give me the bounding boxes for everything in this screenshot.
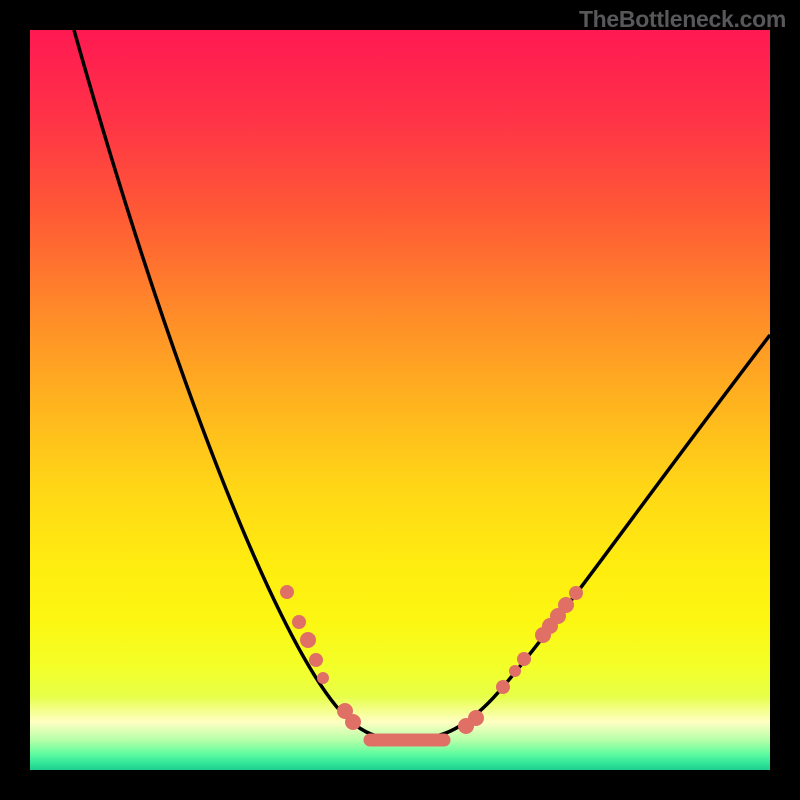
chart-container: TheBottleneck.com (0, 0, 800, 800)
data-marker (300, 632, 316, 648)
data-marker (345, 714, 361, 730)
data-marker (496, 680, 510, 694)
data-marker (280, 585, 294, 599)
data-marker (468, 710, 484, 726)
plot-background (30, 30, 770, 770)
bottleneck-chart (0, 0, 800, 800)
data-marker (569, 586, 583, 600)
data-marker (292, 615, 306, 629)
data-marker (558, 597, 574, 613)
watermark-text: TheBottleneck.com (579, 6, 786, 33)
data-marker (509, 665, 521, 677)
data-marker (309, 653, 323, 667)
data-marker (317, 672, 329, 684)
data-marker (517, 652, 531, 666)
